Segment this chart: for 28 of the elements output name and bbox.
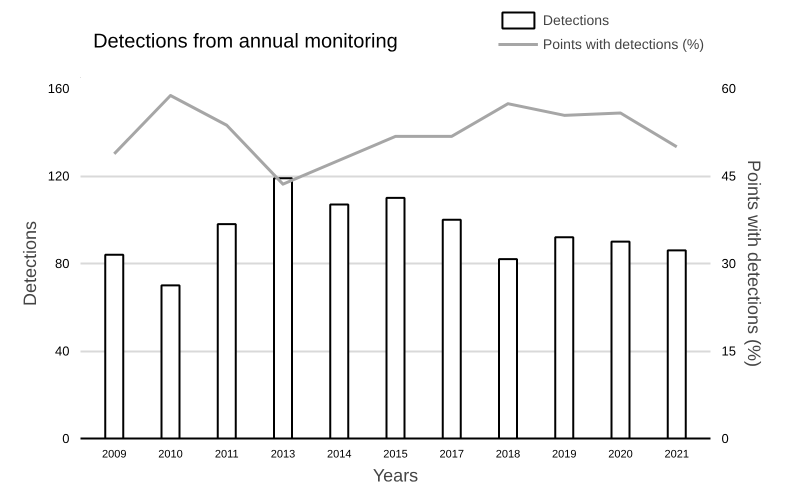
x-tick-label: 2017 <box>440 448 464 460</box>
x-tick-label: 2021 <box>664 448 689 460</box>
legend-label: Detections <box>542 12 610 28</box>
y2-tick-label: 60 <box>722 81 736 96</box>
x-axis-title: Years <box>372 466 418 486</box>
chart-title: Detections from annual monitoring <box>93 30 398 52</box>
y2-tick-label: 15 <box>722 344 736 358</box>
y-tick-label: 40 <box>55 344 70 358</box>
x-tick-label: 2018 <box>496 448 520 460</box>
y-tick-label: 0 <box>62 431 70 446</box>
y-tick-label: 80 <box>55 256 70 271</box>
y2-axis-title: Points with detections (%) <box>744 160 764 368</box>
x-tick-label: 2019 <box>552 448 576 460</box>
y2-tick-label: 45 <box>722 168 736 184</box>
x-tick-label: 2015 <box>383 448 408 460</box>
x-tick-label: 2013 <box>270 448 296 460</box>
line-series <box>112 94 678 186</box>
x-tick-label: 2020 <box>608 448 633 460</box>
x-tick-label: 2014 <box>327 448 352 460</box>
y-tick-label: 120 <box>48 168 70 184</box>
y-tick-label: 160 <box>48 81 70 96</box>
x-tick-label: 2011 <box>214 448 239 460</box>
x-tick-label: 2010 <box>158 448 183 460</box>
y2-tick-label: 30 <box>722 256 736 271</box>
y-axis-title: Detections <box>20 220 40 306</box>
legend-label: Points with detections (%) <box>542 36 704 52</box>
x-tick-label: 2009 <box>102 448 126 460</box>
y2-tick-label: 0 <box>722 431 729 446</box>
